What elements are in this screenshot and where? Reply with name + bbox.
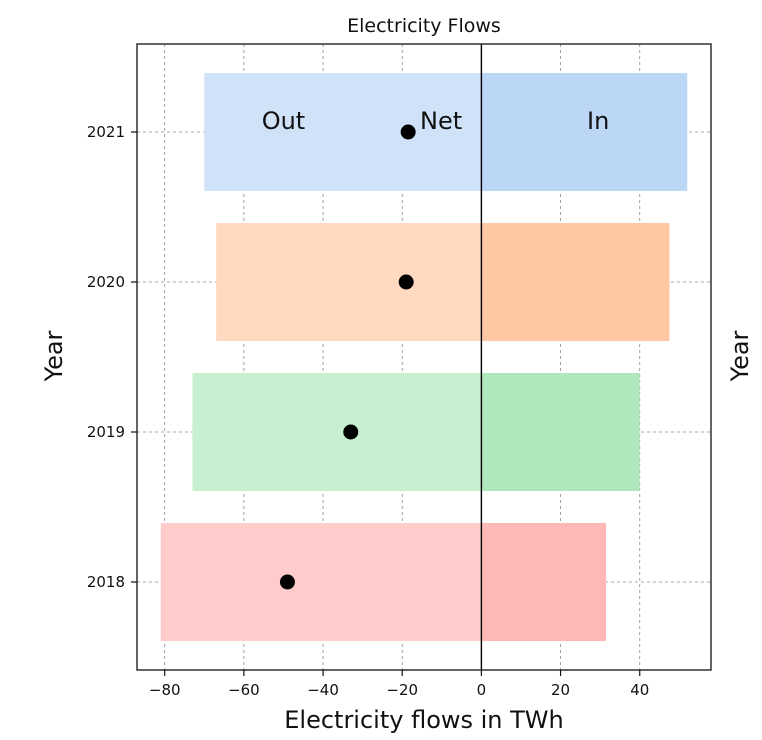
bar-out-2021 bbox=[204, 73, 482, 191]
annotation-in: In bbox=[587, 107, 609, 135]
x-axis-label: Electricity flows in TWh bbox=[284, 706, 564, 734]
chart-title: Electricity Flows bbox=[347, 15, 501, 37]
x-tick-label: −20 bbox=[386, 681, 418, 699]
y-tick-label: 2020 bbox=[87, 273, 125, 291]
bar-in-2019 bbox=[481, 373, 640, 491]
x-tick-label: 20 bbox=[551, 681, 570, 699]
net-point-2021 bbox=[400, 124, 416, 140]
net-point-2020 bbox=[398, 274, 414, 290]
x-tick-label: −80 bbox=[149, 681, 181, 699]
y-tick-label: 2019 bbox=[87, 423, 125, 441]
bar-in-2018 bbox=[481, 523, 607, 641]
y-tick-label: 2021 bbox=[87, 123, 125, 141]
y-tick-label: 2018 bbox=[87, 573, 125, 591]
net-point-2019 bbox=[343, 424, 359, 440]
bar-in-2021 bbox=[481, 73, 688, 191]
x-tick-label: 40 bbox=[630, 681, 649, 699]
annotation-net: Net bbox=[420, 107, 462, 135]
y-axis-label-left: Year bbox=[40, 330, 68, 382]
x-tick-label: 0 bbox=[477, 681, 487, 699]
bar-out-2019 bbox=[192, 373, 482, 491]
net-point-2018 bbox=[279, 574, 295, 590]
annotation-out: Out bbox=[262, 107, 306, 135]
x-tick-label: −40 bbox=[307, 681, 339, 699]
bar-out-2020 bbox=[216, 223, 482, 341]
plot-frame bbox=[136, 43, 712, 671]
x-tick-label: −60 bbox=[228, 681, 260, 699]
y-axis-label-right: Year bbox=[726, 330, 754, 382]
bar-out-2018 bbox=[160, 523, 482, 641]
bar-in-2020 bbox=[481, 223, 670, 341]
